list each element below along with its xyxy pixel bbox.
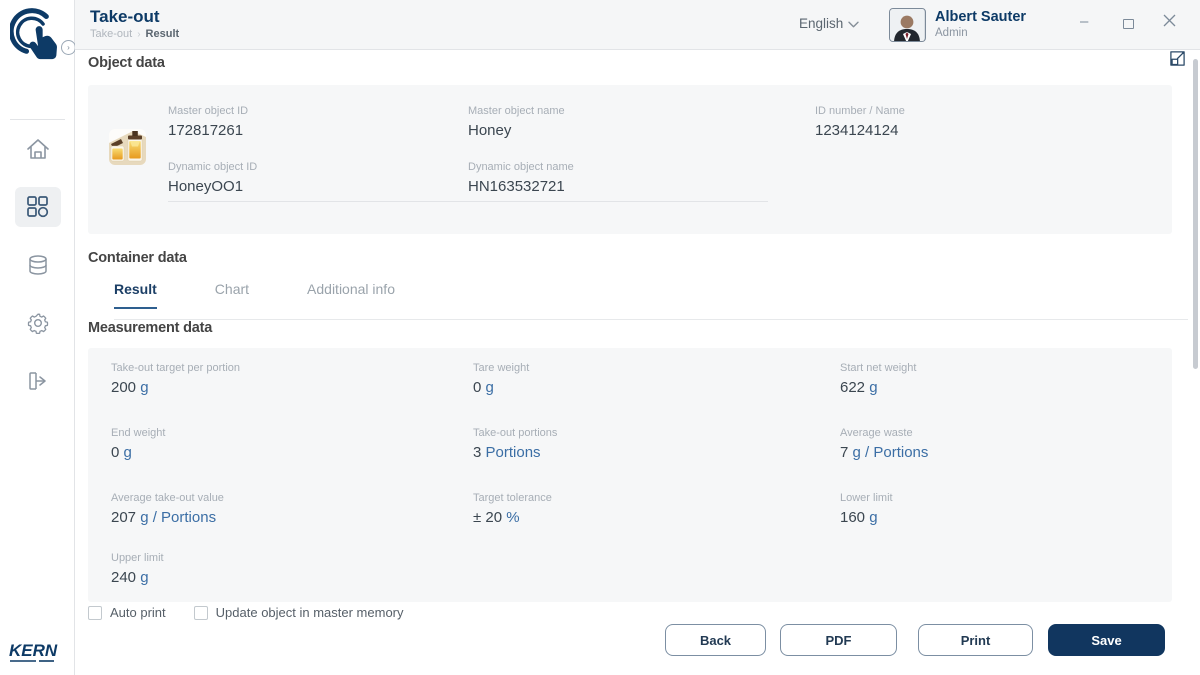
svg-text:KERN: KERN	[9, 641, 58, 660]
